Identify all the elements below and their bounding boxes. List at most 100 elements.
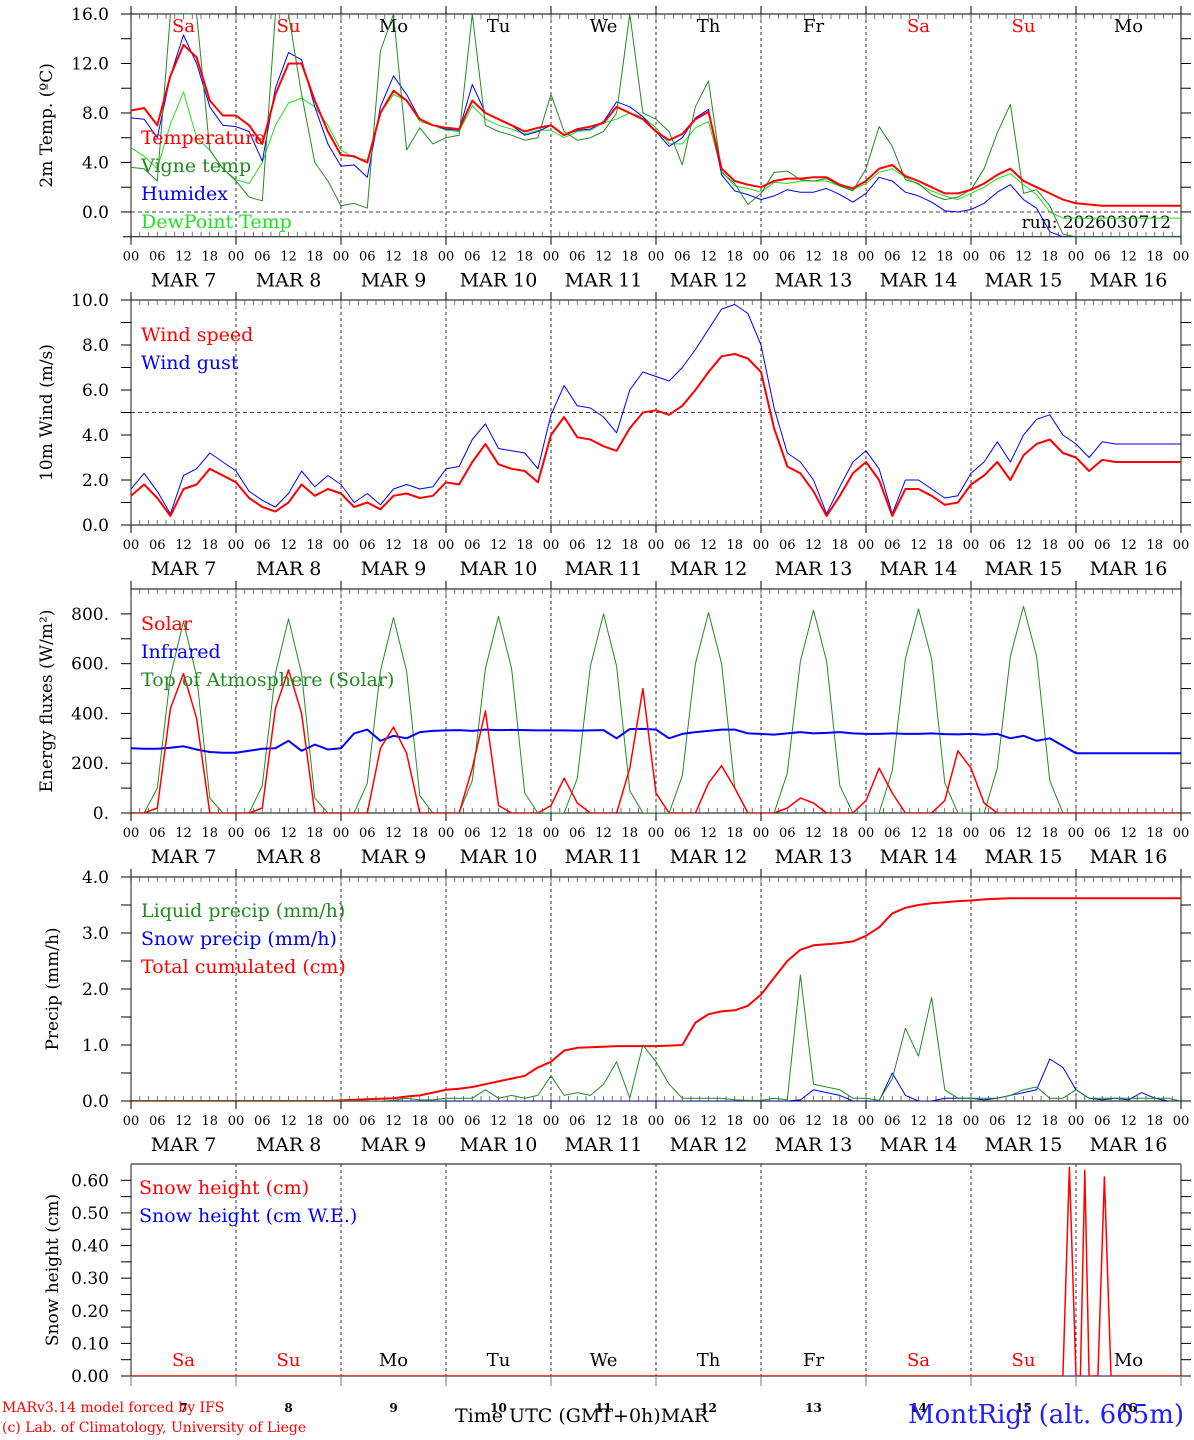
x-hour-label: 00: [963, 538, 980, 553]
x-hour-label: 00: [543, 826, 560, 841]
x-hour-label: 18: [516, 538, 533, 553]
x-date-label: MAR 13: [775, 270, 853, 292]
x-date-label: MAR 13: [775, 846, 853, 868]
x-hour-label: 12: [805, 1114, 822, 1129]
x-date-label: MAR 15: [985, 270, 1063, 292]
x-hour-label: 06: [1094, 250, 1111, 265]
x-hour-label: 12: [1015, 538, 1032, 553]
x-hour-label: 12: [805, 826, 822, 841]
x-hour-label: 18: [411, 826, 428, 841]
y-tick-label: 3.0: [82, 924, 109, 944]
x-hour-label: 00: [1173, 826, 1190, 841]
day-name-label: Su: [1012, 1350, 1036, 1371]
x-hour-label: 00: [753, 538, 770, 553]
x-hour-label: 00: [333, 1114, 350, 1129]
x-hour-label: 00: [333, 250, 350, 265]
series-line-snow-height-cm: [131, 1166, 1181, 1376]
x-hour-label: 18: [201, 250, 218, 265]
x-hour-label: 12: [490, 1114, 507, 1129]
x-hour-label: 18: [831, 538, 848, 553]
y-tick-label: 0.20: [71, 1302, 109, 1322]
day-name-label: Tu: [487, 1350, 511, 1371]
x-date-label: MAR 9: [361, 846, 427, 868]
y-axis-label: Energy fluxes (W/m²): [37, 610, 57, 793]
x-date-label: MAR 8: [256, 558, 322, 580]
x-hour-label: 06: [254, 250, 271, 265]
panel-temp: 0.0 4.0 8.0 12.0 16.0 2m Temp. (ºC) 00 06 12 18 MA…: [37, 5, 1191, 292]
x-hour-label: 06: [149, 538, 166, 553]
x-day-number: 15: [1015, 1401, 1032, 1415]
x-hour-label: 00: [753, 826, 770, 841]
x-day-number: 9: [389, 1401, 397, 1415]
x-date-label: MAR 10: [460, 270, 538, 292]
x-hour-label: 18: [411, 538, 428, 553]
x-hour-label: 06: [779, 538, 796, 553]
x-hour-label: 00: [963, 1114, 980, 1129]
y-tick-label: 0.0: [82, 203, 109, 223]
x-hour-label: 00: [333, 538, 350, 553]
x-hour-label: 18: [936, 538, 953, 553]
x-hour-label: 06: [149, 826, 166, 841]
x-day-number: 14: [910, 1401, 927, 1415]
x-hour-label: 00: [1173, 250, 1190, 265]
series-line-dewpoint-temp: [131, 91, 1181, 219]
y-tick-label: 0.0: [82, 1092, 109, 1112]
x-date-label: MAR 7: [151, 270, 217, 292]
x-hour-label: 18: [201, 826, 218, 841]
x-hour-label: 12: [385, 538, 402, 553]
x-hour-label: 18: [1041, 1114, 1058, 1129]
x-hour-label: 12: [280, 826, 297, 841]
x-hour-label: 18: [726, 826, 743, 841]
legend-entry: Solar: [141, 613, 193, 635]
x-date-label: MAR 10: [460, 1134, 538, 1156]
x-hour-label: 00: [123, 1114, 140, 1129]
x-hour-label: 12: [595, 250, 612, 265]
x-hour-label: 18: [411, 1114, 428, 1129]
day-name-label: Su: [277, 1350, 301, 1371]
x-date-label: MAR 10: [460, 846, 538, 868]
x-date-label: MAR 12: [670, 1134, 748, 1156]
y-tick-label: 800.: [71, 605, 109, 625]
x-hour-label: 12: [1120, 1114, 1137, 1129]
x-hour-label: 18: [936, 250, 953, 265]
x-hour-label: 06: [674, 1114, 691, 1129]
x-hour-label: 18: [621, 538, 638, 553]
x-date-label: MAR 14: [880, 270, 958, 292]
x-hour-label: 00: [228, 1114, 245, 1129]
x-hour-label: 00: [858, 250, 875, 265]
y-tick-label: 2.0: [82, 471, 109, 491]
x-hour-label: 00: [228, 250, 245, 265]
x-hour-label: 00: [753, 250, 770, 265]
x-hour-label: 00: [963, 826, 980, 841]
x-hour-label: 00: [963, 250, 980, 265]
x-hour-label: 18: [1041, 826, 1058, 841]
x-hour-label: 00: [228, 826, 245, 841]
legend-entry: Total cumulated (cm): [141, 956, 346, 978]
day-name-label: Sa: [907, 1350, 930, 1371]
x-hour-label: 00: [543, 1114, 560, 1129]
x-hour-label: 06: [674, 826, 691, 841]
day-name-label: We: [590, 1350, 618, 1371]
x-date-label: MAR 16: [1090, 846, 1168, 868]
x-hour-label: 00: [858, 538, 875, 553]
day-name-label: Sa: [172, 1350, 195, 1371]
y-tick-label: 16.0: [71, 5, 109, 25]
y-tick-label: 6.0: [82, 381, 109, 401]
series-line-liquid-precip-mm-h: [131, 974, 1181, 1101]
series-line-temperature: [131, 43, 1181, 207]
y-tick-label: 10.0: [71, 291, 109, 311]
y-tick-label: 0.60: [71, 1171, 109, 1191]
x-hour-label: 18: [411, 250, 428, 265]
time-axis-month: MAR: [660, 1405, 709, 1427]
x-hour-label: 12: [385, 826, 402, 841]
x-date-label: MAR 11: [565, 270, 643, 292]
x-hour-label: 18: [831, 826, 848, 841]
y-tick-label: 0.: [93, 804, 109, 824]
x-hour-label: 06: [884, 1114, 901, 1129]
legend-entry: Liquid precip (mm/h): [141, 900, 345, 922]
x-hour-label: 06: [359, 538, 376, 553]
x-hour-label: 00: [123, 538, 140, 553]
x-hour-label: 18: [1146, 538, 1163, 553]
x-hour-label: 12: [175, 538, 192, 553]
